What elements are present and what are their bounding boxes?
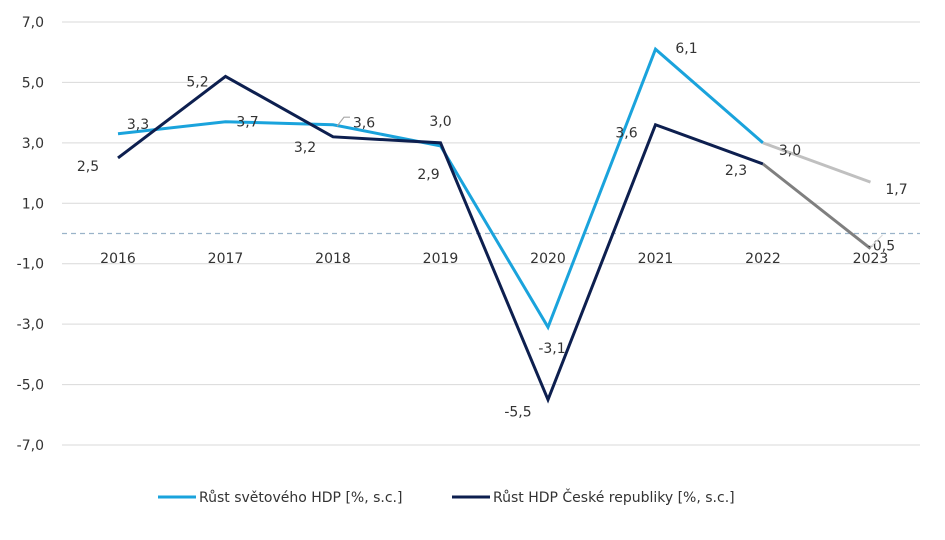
series-line-0 [117, 46, 764, 331]
data-label: 2,9 [417, 167, 439, 183]
data-label: 3,7 [236, 115, 258, 131]
data-label: 3,0 [429, 114, 451, 130]
y-tick-label: -3,0 [17, 317, 44, 333]
data-labels: 3,3 3,7 3,6 2,9 -3,1 6,1 3,0 1,7 2,5 5,2 3,2 3,0 -5,… [77, 41, 908, 420]
series-forecast-line-1 [762, 162, 872, 250]
data-label: 3,3 [127, 117, 149, 133]
y-tick-label: -1,0 [17, 257, 44, 273]
y-tick-label: 7,0 [22, 15, 44, 31]
data-label: -3,1 [538, 341, 565, 357]
x-tick-label: 2018 [315, 251, 351, 267]
y-tick-label: 3,0 [22, 136, 44, 152]
data-label: 3,2 [294, 140, 316, 156]
data-label: 3,6 [615, 126, 637, 142]
x-tick-label: 2021 [638, 251, 674, 267]
y-axis-labels: 7,0 5,0 3,0 1,0 -1,0 -3,0 -5,0 -7,0 [17, 15, 44, 454]
y-tick-label: 5,0 [22, 75, 44, 91]
data-label: 2,3 [725, 163, 747, 179]
x-tick-label: 2019 [423, 251, 459, 267]
y-tick-label: -7,0 [17, 438, 44, 454]
data-label: -5,5 [504, 405, 531, 421]
series-lines [117, 46, 872, 404]
y-tick-label: -5,0 [17, 378, 44, 394]
leader-line [336, 116, 350, 127]
legend: Růst světového HDP [%, s.c.] Růst HDP Čes… [158, 488, 735, 506]
x-tick-label: 2023 [853, 251, 889, 267]
x-tick-label: 2016 [100, 251, 136, 267]
x-axis-labels: 2016 2017 2018 2019 2020 2021 2022 2023 [100, 251, 888, 267]
data-label: 1,7 [885, 182, 907, 198]
data-label: -0,5 [868, 239, 895, 255]
leader-line [870, 234, 883, 248]
y-tick-label: 1,0 [22, 196, 44, 212]
series-line-1 [117, 74, 764, 404]
series-forecast-line-0 [762, 141, 872, 184]
data-label: 5,2 [186, 74, 208, 90]
data-label: 6,1 [675, 41, 697, 57]
data-label: 2,5 [77, 159, 99, 175]
x-tick-label: 2020 [530, 251, 566, 267]
legend-label-0: Růst světového HDP [%, s.c.] [199, 490, 402, 506]
x-tick-label: 2022 [745, 251, 781, 267]
data-label: 3,0 [779, 143, 801, 159]
x-tick-label: 2017 [208, 251, 244, 267]
data-label: 3,6 [353, 116, 375, 132]
legend-label-1: Růst HDP České republiky [%, s.c.] [493, 488, 735, 506]
